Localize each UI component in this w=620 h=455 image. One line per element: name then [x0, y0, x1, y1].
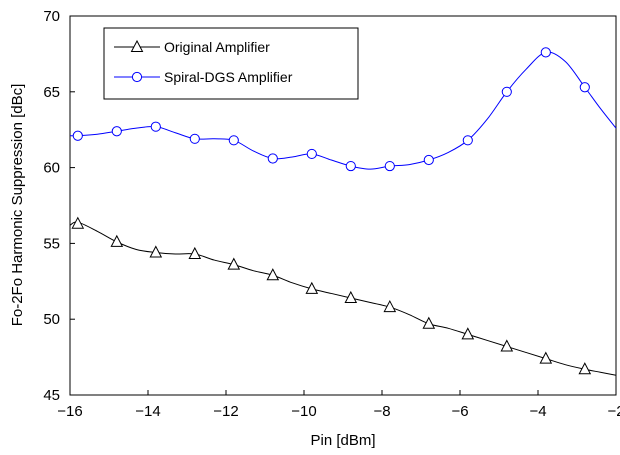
y-axis-title: Fo-2Fo Harmonic Suppression [dBc]	[9, 84, 26, 327]
data-point-original	[149, 245, 163, 258]
data-point-spiral	[345, 160, 356, 172]
data-point-spiral	[540, 47, 551, 58]
y-tick-label: 50	[43, 311, 60, 328]
x-axis-title: Pin [dBm]	[310, 432, 375, 449]
x-tick-label: −12	[213, 403, 238, 420]
data-point-spiral	[72, 130, 83, 141]
x-tick-label: −8	[373, 403, 390, 420]
legend-box	[103, 27, 359, 100]
data-point-original	[188, 246, 202, 260]
data-point-spiral	[423, 154, 434, 166]
x-tick-label: −14	[135, 403, 160, 420]
data-point-original	[461, 327, 475, 340]
data-point-original	[305, 281, 319, 294]
x-tick-label: −10	[291, 403, 316, 420]
legend: Original Amplifier Spiral-DGS Amplifier	[103, 27, 359, 100]
data-point-original	[539, 351, 553, 364]
data-point-spiral	[189, 133, 200, 144]
legend-label-spiral: Spiral-DGS Amplifier	[164, 69, 293, 85]
y-tick-label: 60	[43, 160, 60, 177]
data-point-original	[578, 362, 592, 375]
y-tick-label: 70	[43, 8, 60, 25]
data-point-original	[422, 316, 436, 329]
data-point-spiral	[228, 135, 239, 146]
legend-marker-original	[130, 39, 144, 52]
data-point-spiral	[384, 160, 395, 172]
data-point-original	[383, 299, 397, 313]
y-tick-label: 55	[43, 235, 60, 252]
data-point-original	[500, 339, 514, 352]
data-point-original	[266, 268, 280, 281]
data-point-original	[71, 216, 85, 229]
x-tick-label: −16	[57, 403, 82, 420]
data-point-spiral	[267, 153, 278, 164]
x-tick-label: −2	[607, 403, 620, 420]
data-point-spiral	[306, 148, 317, 160]
data-point-original	[227, 257, 241, 270]
legend-label-original: Original Amplifier	[164, 39, 270, 55]
data-point-original	[344, 290, 358, 303]
data-point-original	[110, 234, 124, 247]
data-point-spiral	[150, 121, 161, 132]
x-tick-label: −4	[529, 403, 546, 420]
x-tick-label: −6	[451, 403, 468, 420]
data-point-spiral	[462, 135, 473, 146]
data-point-spiral	[111, 126, 122, 137]
data-point-spiral	[501, 86, 512, 97]
y-tick-label: 45	[43, 387, 60, 404]
data-point-spiral	[579, 82, 590, 93]
y-tick-label: 65	[43, 84, 60, 101]
legend-marker-spiral	[131, 71, 143, 83]
